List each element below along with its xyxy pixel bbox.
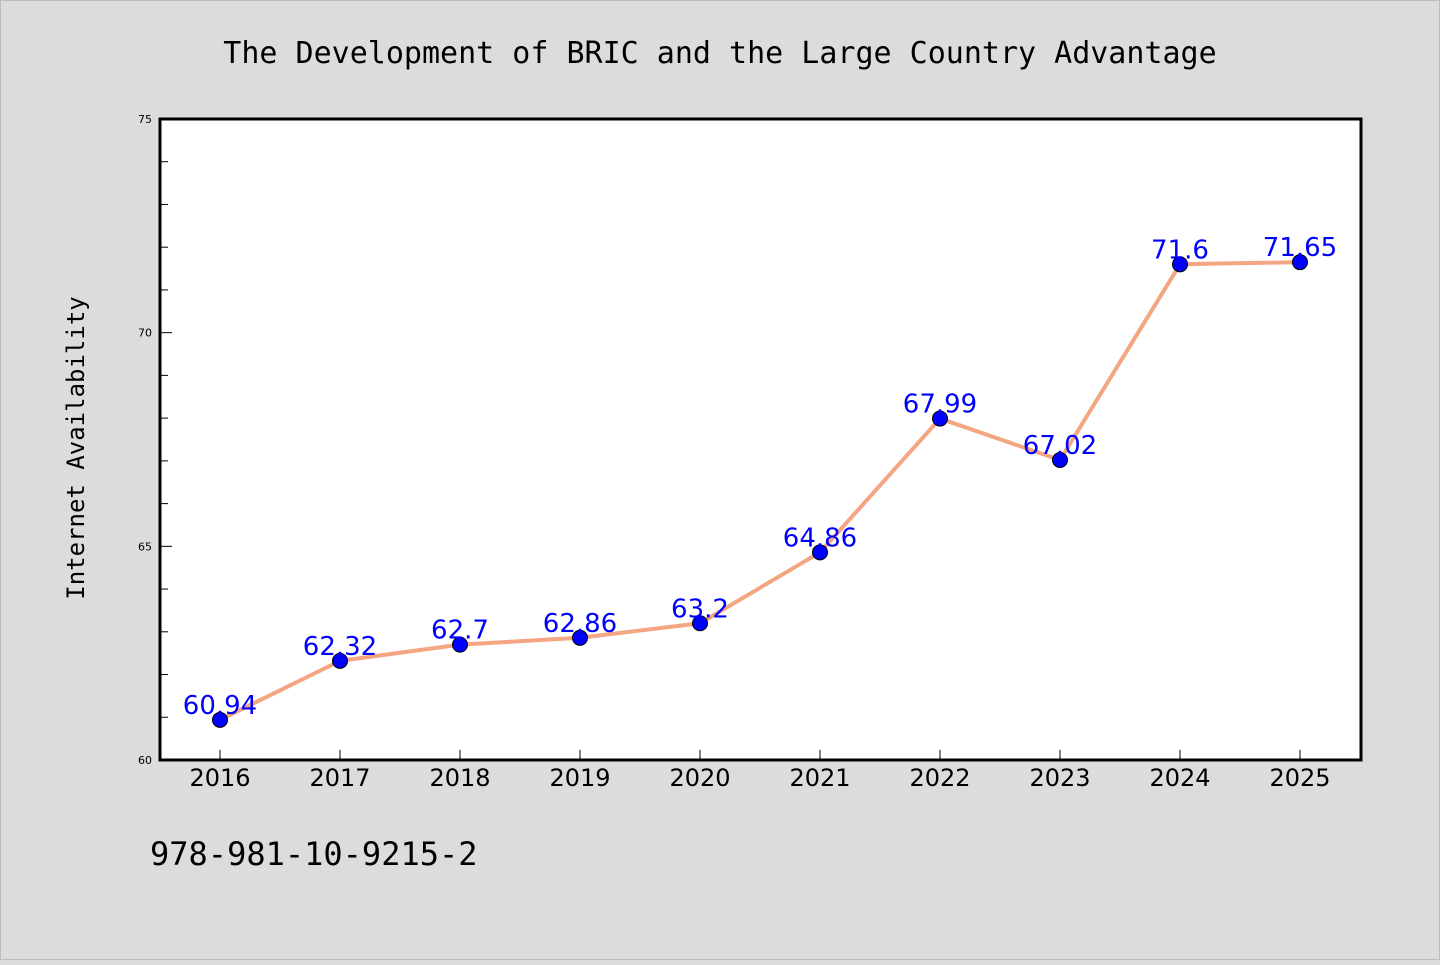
footnote-isbn: 978-981-10-9215-2 — [150, 835, 478, 873]
data-point — [812, 544, 828, 561]
data-label: 63.2 — [671, 594, 729, 624]
data-point — [332, 652, 348, 669]
x-tick-label: 2017 — [309, 764, 370, 792]
data-point — [1052, 452, 1068, 469]
y-tick-label: 60 — [138, 754, 152, 767]
y-tick-label: 70 — [138, 327, 152, 340]
x-tick-label: 2021 — [789, 764, 850, 792]
x-tick-label: 2022 — [909, 764, 970, 792]
series-line — [218, 260, 1302, 722]
x-tick-label: 2016 — [189, 764, 250, 792]
data-point — [932, 410, 948, 427]
x-tick-label: 2024 — [1149, 764, 1210, 792]
y-axis: 60 65 70 75 — [138, 113, 172, 767]
x-tick-label: 2025 — [1269, 764, 1330, 792]
data-label: 67.02 — [1023, 431, 1097, 461]
data-label-layer: 60.94 62.32 62.7 62.86 63.2 64.86 67.99 67.02 71… — [183, 233, 1337, 721]
data-point — [1172, 256, 1188, 273]
data-label: 62.7 — [431, 616, 489, 646]
x-tick-label: 2019 — [549, 764, 610, 792]
y-axis-label: Internet Availability — [62, 296, 90, 599]
data-label: 67.99 — [903, 390, 977, 420]
data-label: 60.94 — [183, 691, 257, 721]
chart-title: The Development of BRIC and the Large Co… — [223, 36, 1216, 71]
data-point — [452, 636, 468, 653]
series-line-layer — [218, 260, 1302, 722]
y-tick-label: 65 — [138, 540, 152, 553]
data-point — [212, 711, 228, 728]
data-label: 71.65 — [1263, 233, 1337, 263]
data-label: 71.6 — [1151, 235, 1209, 265]
x-tick-label: 2023 — [1029, 764, 1090, 792]
x-tick-label: 2020 — [669, 764, 730, 792]
plot-area — [158, 117, 1363, 762]
data-point-layer — [212, 254, 1308, 728]
data-label: 62.32 — [303, 632, 377, 662]
data-point — [572, 629, 588, 646]
y-tick-label: 75 — [138, 113, 152, 126]
data-label: 62.86 — [543, 609, 617, 639]
x-tick-label: 2018 — [429, 764, 490, 792]
x-axis: 2016 2017 2018 2019 2020 2021 2022 2023 2024 2025 — [189, 750, 1331, 792]
data-point — [1292, 254, 1308, 271]
data-label: 64.86 — [783, 523, 857, 553]
data-point — [692, 615, 708, 632]
